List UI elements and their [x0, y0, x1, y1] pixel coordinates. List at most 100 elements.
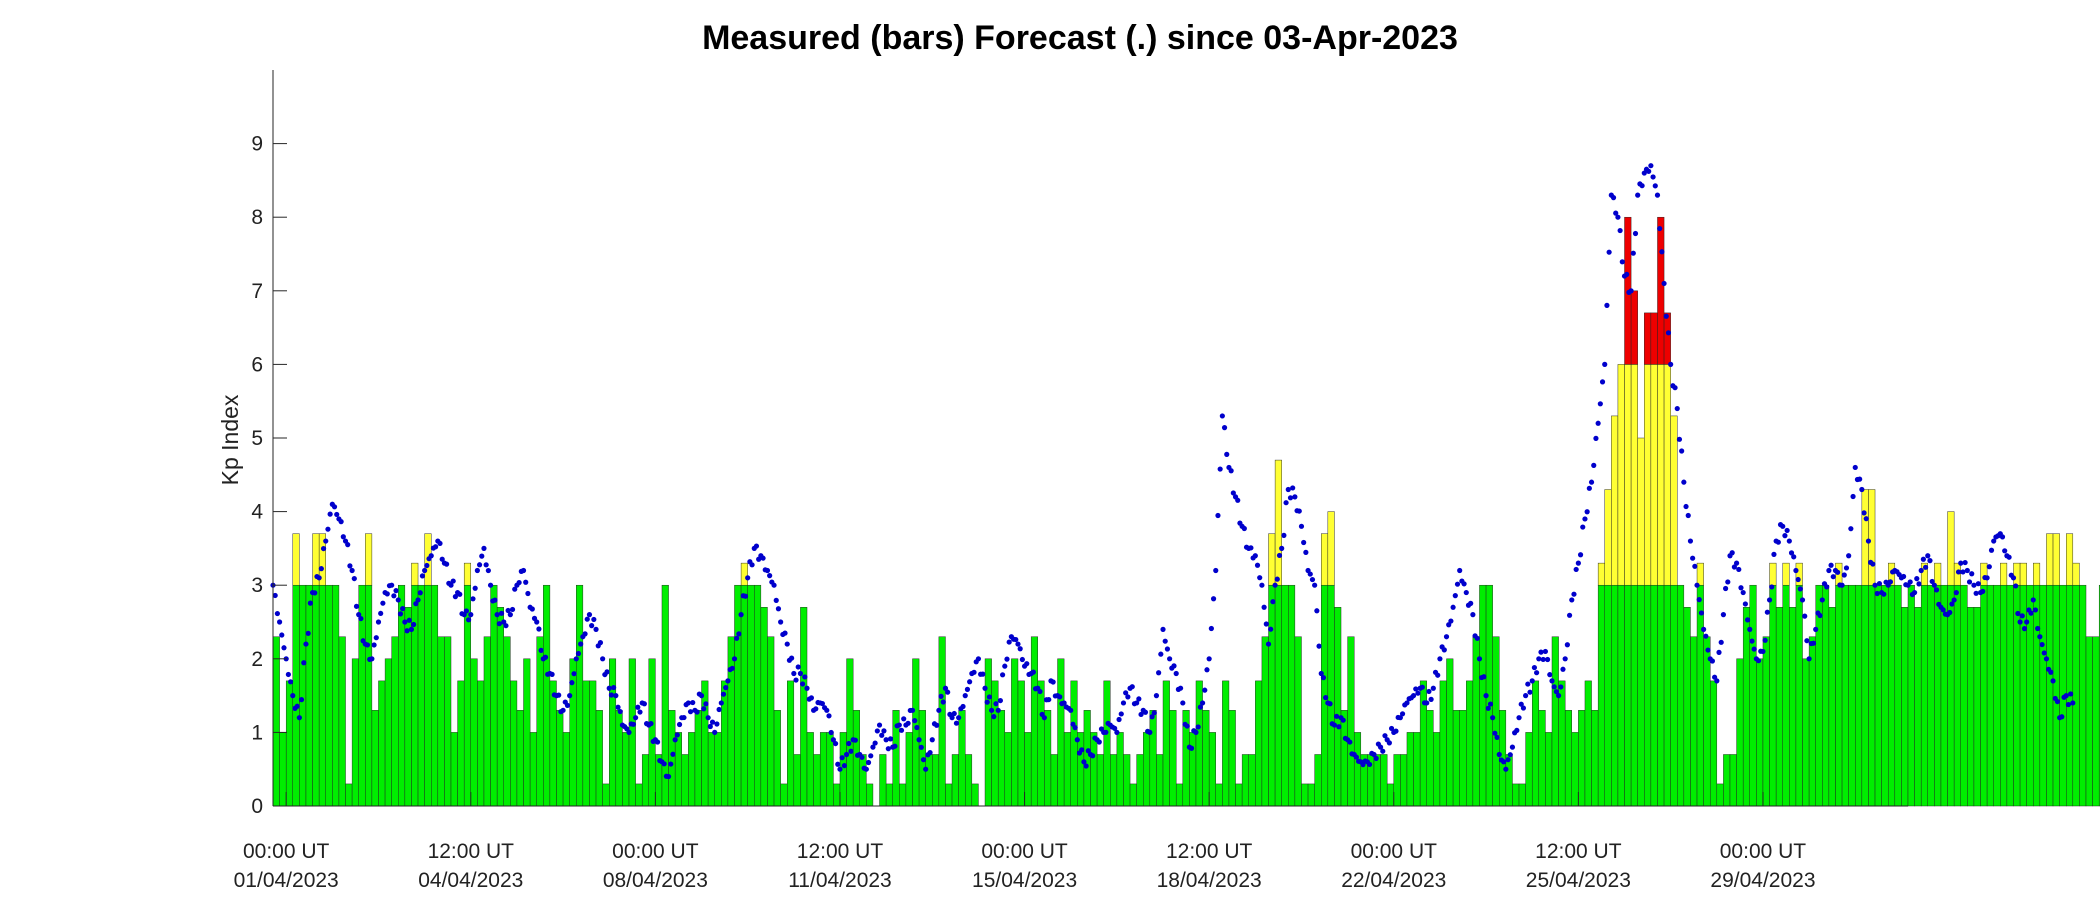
- forecast-point: [707, 723, 713, 730]
- forecast-point: [1272, 582, 1278, 588]
- forecast-point: [938, 693, 944, 699]
- measured-bar: [523, 658, 531, 807]
- measured-bar: [1103, 680, 1111, 807]
- forecast-point: [828, 729, 834, 736]
- measured-bar: [1459, 710, 1467, 807]
- forecast-point: [1881, 591, 1887, 597]
- forecast-point: [279, 632, 285, 638]
- measured-bar-segment: [773, 710, 781, 807]
- forecast-point: [1123, 690, 1129, 696]
- measured-bar-segment: [549, 680, 557, 807]
- measured-bar-segment: [1077, 732, 1085, 807]
- forecast-point: [641, 701, 647, 707]
- forecast-point: [468, 612, 474, 618]
- measured-bar-segment: [1274, 584, 1282, 807]
- measured-bar-segment: [338, 636, 346, 807]
- forecast-point: [1668, 361, 1674, 367]
- forecast-point: [1171, 663, 1177, 669]
- measured-bar-segment: [1103, 680, 1111, 807]
- measured-bar-segment: [1947, 584, 1955, 807]
- forecast-point: [725, 678, 731, 684]
- forecast-point: [402, 619, 408, 625]
- x-tick-label-time: 00:00 UT: [243, 840, 330, 863]
- forecast-point: [303, 641, 309, 647]
- forecast-point: [1674, 405, 1680, 412]
- measured-bar-segment: [1208, 732, 1216, 807]
- forecast-point: [984, 699, 990, 705]
- measured-bar: [1927, 584, 1935, 807]
- x-tick-label-time: 12:00 UT: [428, 840, 515, 863]
- measured-bar-segment: [1716, 783, 1724, 807]
- measured-bar-segment: [681, 754, 689, 807]
- measured-bar: [2039, 584, 2047, 807]
- forecast-point: [1630, 250, 1636, 256]
- forecast-point: [863, 766, 869, 772]
- measured-bar: [609, 658, 617, 807]
- forecast-point: [1606, 249, 1612, 255]
- forecast-point: [487, 582, 494, 588]
- forecast-point: [999, 672, 1006, 678]
- y-tick-label: 0: [251, 795, 263, 818]
- forecast-point: [424, 562, 430, 569]
- forecast-point: [503, 623, 509, 629]
- forecast-point: [826, 713, 832, 719]
- forecast-point: [1797, 586, 1803, 592]
- forecast-point: [912, 718, 918, 724]
- measured-bar-segment: [826, 732, 834, 807]
- measured-bar-segment: [674, 732, 682, 807]
- measured-bar-segment: [1644, 364, 1652, 586]
- forecast-point: [307, 600, 313, 606]
- forecast-point: [1263, 621, 1269, 627]
- forecast-point: [512, 586, 518, 592]
- forecast-point: [1558, 684, 1564, 690]
- y-tick-label: 5: [251, 427, 263, 450]
- forecast-point: [439, 556, 445, 562]
- measured-bar-segment: [1505, 754, 1513, 807]
- forecast-point: [929, 737, 935, 743]
- forecast-point: [1635, 192, 1641, 198]
- measured-bar-segment: [1215, 783, 1223, 807]
- y-tick-label: 4: [251, 501, 263, 524]
- measured-bar-segment: [1630, 290, 1638, 365]
- measured-bar: [1143, 732, 1151, 807]
- forecast-point: [1158, 651, 1164, 657]
- forecast-point: [345, 542, 351, 548]
- measured-bar-segment: [371, 710, 379, 807]
- forecast-point: [1784, 527, 1790, 534]
- measured-bar: [1637, 437, 1645, 807]
- measured-bar: [1597, 562, 1605, 807]
- forecast-point: [397, 611, 404, 617]
- forecast-point: [1696, 597, 1702, 603]
- measured-bar-segment: [1637, 584, 1645, 807]
- forecast-point: [358, 615, 364, 622]
- forecast-point: [764, 567, 771, 574]
- measured-bar-segment: [747, 584, 755, 807]
- measured-bar-segment: [641, 754, 650, 807]
- forecast-point: [571, 671, 577, 677]
- forecast-point: [1534, 670, 1540, 676]
- forecast-point: [681, 714, 687, 721]
- measured-bar-segment: [1848, 584, 1856, 807]
- forecast-point: [852, 737, 858, 743]
- measured-bar: [602, 783, 610, 807]
- measured-bar-segment: [1861, 584, 1869, 807]
- measured-bar: [1235, 783, 1243, 807]
- measured-bar: [1940, 584, 1948, 807]
- forecast-point: [1683, 503, 1689, 510]
- forecast-point: [1986, 564, 1992, 570]
- forecast-point: [351, 575, 357, 582]
- forecast-point: [523, 579, 529, 585]
- forecast-point: [1397, 715, 1403, 721]
- forecast-point: [1068, 707, 1074, 713]
- forecast-point: [745, 575, 751, 581]
- forecast-point: [507, 612, 513, 618]
- measured-bar-segment: [1373, 754, 1381, 807]
- measured-bar-segment: [1571, 732, 1579, 807]
- measured-bar: [1413, 732, 1421, 807]
- measured-bar-segment: [1327, 511, 1335, 586]
- forecast-point: [1911, 589, 1918, 596]
- measured-bar: [1723, 754, 1731, 807]
- measured-bar: [1347, 636, 1355, 807]
- measured-bar-segment: [1096, 754, 1104, 807]
- measured-bar-segment: [1050, 754, 1058, 807]
